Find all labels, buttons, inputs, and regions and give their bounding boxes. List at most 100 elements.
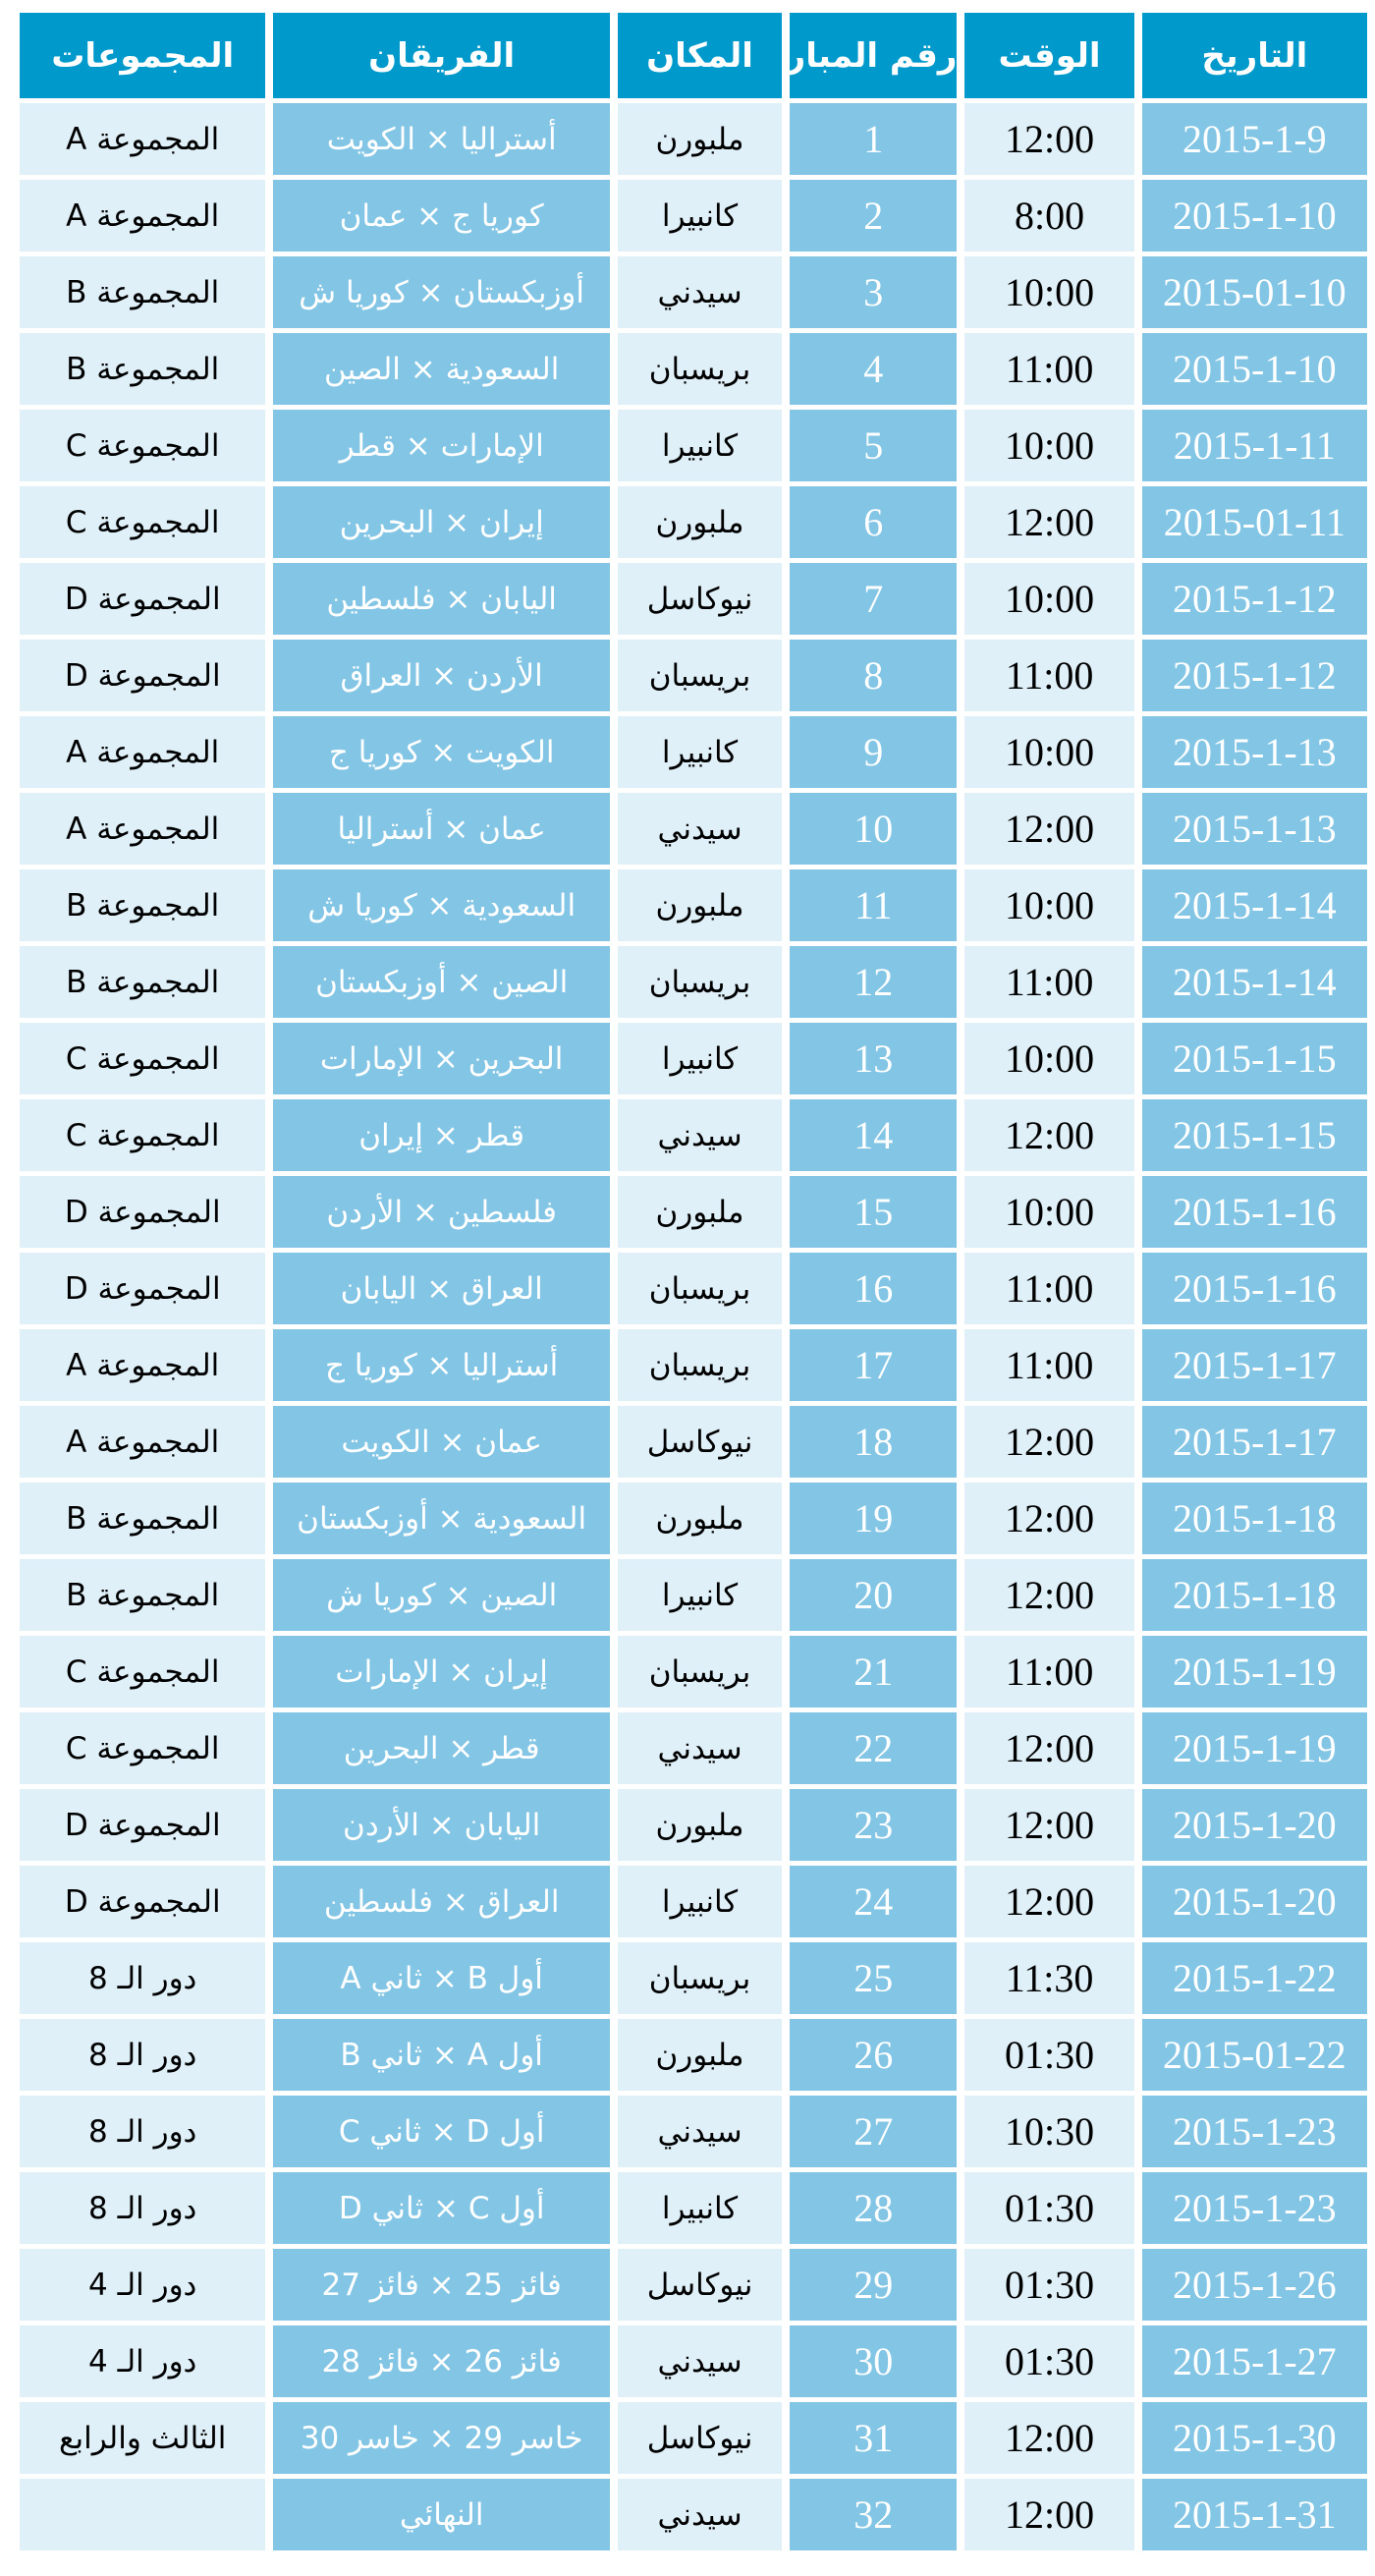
time-cell: 12:00 (964, 793, 1134, 865)
group-cell: المجموعة B (20, 946, 266, 1018)
date-cell: 2015-1-15 (1141, 1099, 1367, 1171)
venue-cell: كانبيرا (617, 1559, 783, 1631)
venue-cell: بريسبان (617, 1329, 783, 1401)
teams-cell: قطر × البحرين (273, 1712, 610, 1784)
table-row: 2015-1-12 11:00 8 بريسبان الأردن × العراق الم… (20, 640, 1367, 711)
venue-cell: نيوكاسل (617, 1406, 783, 1478)
match-number-cell: 23 (790, 1789, 958, 1861)
table-row: 2015-1-13 12:00 10 سيدني عمان × أستراليا المج… (20, 793, 1367, 865)
venue-cell: بريسبان (617, 640, 783, 711)
teams-cell: البحرين × الإمارات (273, 1023, 610, 1094)
date-cell: 2015-1-9 (1141, 103, 1367, 175)
table-row: 2015-1-26 01:30 29 نيوكاسل فائز 25 × فائز 27… (20, 2249, 1367, 2321)
group-cell: المجموعة B (20, 256, 266, 328)
venue-cell: سيدني (617, 2325, 783, 2397)
date-cell: 2015-1-20 (1141, 1866, 1367, 1937)
header-group: المجموعات (20, 13, 266, 98)
match-number-cell: 1 (790, 103, 958, 175)
header-match-number: رقم المباراة (790, 13, 958, 98)
date-cell: 2015-1-20 (1141, 1789, 1367, 1861)
group-cell: المجموعة C (20, 1712, 266, 1784)
match-number-cell: 10 (790, 793, 958, 865)
date-cell: 2015-1-16 (1141, 1253, 1367, 1324)
time-cell: 10:00 (964, 563, 1134, 635)
date-cell: 2015-1-13 (1141, 793, 1367, 865)
group-cell: المجموعة B (20, 869, 266, 941)
group-cell: المجموعة A (20, 716, 266, 788)
date-cell: 2015-1-30 (1141, 2402, 1367, 2474)
group-cell: المجموعة A (20, 180, 266, 252)
group-cell: المجموعة A (20, 103, 266, 175)
match-number-cell: 12 (790, 946, 958, 1018)
time-cell: 10:00 (964, 410, 1134, 481)
match-number-cell: 17 (790, 1329, 958, 1401)
match-number-cell: 31 (790, 2402, 958, 2474)
match-number-cell: 2 (790, 180, 958, 252)
teams-cell: الصين × أوزبكستان (273, 946, 610, 1018)
date-cell: 2015-1-26 (1141, 2249, 1367, 2321)
date-cell: 2015-1-10 (1141, 180, 1367, 252)
header-row: التاريخ الوقت رقم المباراة المكان الفريق… (20, 13, 1367, 98)
time-cell: 10:00 (964, 716, 1134, 788)
venue-cell: سيدني (617, 1712, 783, 1784)
match-number-cell: 21 (790, 1636, 958, 1708)
venue-cell: ملبورن (617, 1176, 783, 1248)
match-number-cell: 8 (790, 640, 958, 711)
venue-cell: ملبورن (617, 103, 783, 175)
time-cell: 11:00 (964, 1636, 1134, 1708)
venue-cell: بريسبان (617, 1942, 783, 2014)
time-cell: 01:30 (964, 2172, 1134, 2244)
header-date: التاريخ (1141, 13, 1367, 98)
table-row: 2015-1-14 11:00 12 بريسبان الصين × أوزبكستان… (20, 946, 1367, 1018)
table-row: 2015-1-14 10:00 11 ملبورن السعودية × كوريا ش… (20, 869, 1367, 941)
time-cell: 12:00 (964, 1866, 1134, 1937)
header-venue: المكان (617, 13, 783, 98)
time-cell: 12:00 (964, 1483, 1134, 1554)
header-teams: الفريقان (273, 13, 610, 98)
table-row: 2015-1-10 11:00 4 بريسبان السعودية × الصين ال… (20, 333, 1367, 405)
match-number-cell: 6 (790, 486, 958, 558)
table-row: 2015-1-23 01:30 28 كانبيرا أول C × ثاني D دور… (20, 2172, 1367, 2244)
teams-cell: إيران × البحرين (273, 486, 610, 558)
date-cell: 2015-1-19 (1141, 1636, 1367, 1708)
date-cell: 2015-1-11 (1141, 410, 1367, 481)
time-cell: 10:00 (964, 1176, 1134, 1248)
date-cell: 2015-1-13 (1141, 716, 1367, 788)
time-cell: 12:00 (964, 1406, 1134, 1478)
time-cell: 12:00 (964, 2479, 1134, 2550)
venue-cell: ملبورن (617, 1483, 783, 1554)
date-cell: 2015-1-12 (1141, 563, 1367, 635)
group-cell: المجموعة A (20, 1406, 266, 1478)
venue-cell: نيوكاسل (617, 2402, 783, 2474)
schedule-table-wrapper: التاريخ الوقت رقم المباراة المكان الفريق… (12, 8, 1367, 2555)
time-cell: 10:00 (964, 869, 1134, 941)
date-cell: 2015-1-22 (1141, 1942, 1367, 2014)
teams-cell: السعودية × أوزبكستان (273, 1483, 610, 1554)
match-number-cell: 13 (790, 1023, 958, 1094)
date-cell: 2015-01-10 (1141, 256, 1367, 328)
venue-cell: سيدني (617, 1099, 783, 1171)
teams-cell: أول C × ثاني D (273, 2172, 610, 2244)
table-row: 2015-1-31 12:00 32 سيدني النهائي (20, 2479, 1367, 2550)
date-cell: 2015-1-23 (1141, 2096, 1367, 2167)
group-cell: المجموعة C (20, 410, 266, 481)
venue-cell: كانبيرا (617, 2172, 783, 2244)
group-cell: دور الـ 4 (20, 2325, 266, 2397)
date-cell: 2015-1-19 (1141, 1712, 1367, 1784)
venue-cell: بريسبان (617, 1253, 783, 1324)
teams-cell: الكويت × كوريا ج (273, 716, 610, 788)
group-cell: المجموعة B (20, 1559, 266, 1631)
date-cell: 2015-1-31 (1141, 2479, 1367, 2550)
venue-cell: ملبورن (617, 1789, 783, 1861)
time-cell: 11:00 (964, 1253, 1134, 1324)
venue-cell: نيوكاسل (617, 2249, 783, 2321)
teams-cell: الإمارات × قطر (273, 410, 610, 481)
time-cell: 12:00 (964, 103, 1134, 175)
teams-cell: أول B × ثاني A (273, 1942, 610, 2014)
table-row: 2015-1-27 01:30 30 سيدني فائز 26 × فائز 28 دو… (20, 2325, 1367, 2397)
match-number-cell: 9 (790, 716, 958, 788)
time-cell: 11:30 (964, 1942, 1134, 2014)
group-cell: المجموعة D (20, 1789, 266, 1861)
group-cell: دور الـ 8 (20, 2019, 266, 2091)
time-cell: 11:00 (964, 1329, 1134, 1401)
